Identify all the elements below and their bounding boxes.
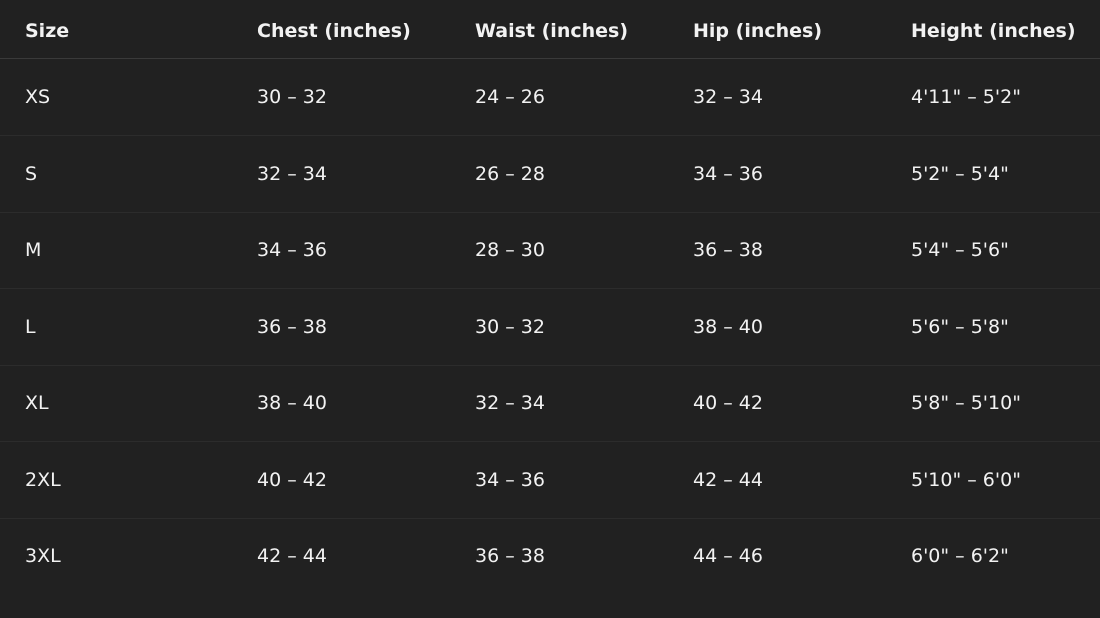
measure-cell: 34 – 36 xyxy=(693,162,763,185)
measure-cell: 4'11" – 5'2" xyxy=(911,86,1021,108)
row-rule xyxy=(0,135,1100,136)
size-cell: XS xyxy=(25,86,51,108)
row-rule xyxy=(0,288,1100,289)
size-cell: L xyxy=(25,315,36,338)
measure-cell: 5'4" – 5'6" xyxy=(911,239,1009,261)
header-rule xyxy=(0,58,1100,59)
measure-cell: 40 – 42 xyxy=(257,468,327,491)
header-cell: Size xyxy=(25,20,70,42)
measure-cell: 28 – 30 xyxy=(475,239,545,261)
row-rule xyxy=(0,441,1100,442)
measure-cell: 42 – 44 xyxy=(693,468,763,491)
measure-cell: 38 – 40 xyxy=(693,315,763,338)
measure-cell: 32 – 34 xyxy=(475,392,545,414)
size-cell: S xyxy=(25,162,38,185)
size-cell: 3XL xyxy=(25,545,61,567)
header-cell: Chest (inches) xyxy=(257,20,411,42)
measure-cell: 44 – 46 xyxy=(693,545,763,567)
measure-cell: 36 – 38 xyxy=(257,315,327,338)
measure-cell: 34 – 36 xyxy=(475,468,545,491)
measure-cell: 42 – 44 xyxy=(257,545,327,567)
header-cell: Height (inches) xyxy=(911,20,1076,42)
measure-cell: 24 – 26 xyxy=(475,86,545,108)
measure-cell: 5'8" – 5'10" xyxy=(911,392,1021,414)
header-cell: Hip (inches) xyxy=(693,20,823,42)
header-cell: Waist (inches) xyxy=(475,20,629,42)
measure-cell: 32 – 34 xyxy=(693,86,763,108)
row-rule xyxy=(0,365,1100,366)
measure-cell: 34 – 36 xyxy=(257,239,327,261)
measure-cell: 32 – 34 xyxy=(257,162,327,185)
measure-cell: 30 – 32 xyxy=(257,86,327,108)
measure-cell: 36 – 38 xyxy=(693,239,763,261)
measure-cell: 6'0" – 6'2" xyxy=(911,545,1009,567)
measure-cell: 40 – 42 xyxy=(693,392,763,414)
row-rule xyxy=(0,212,1100,213)
measure-cell: 5'2" – 5'4" xyxy=(911,162,1009,185)
size-cell: 2XL xyxy=(25,468,61,491)
measure-cell: 5'6" – 5'8" xyxy=(911,315,1009,338)
measure-cell: 26 – 28 xyxy=(475,162,545,185)
measure-cell: 38 – 40 xyxy=(257,392,327,414)
size-cell: XL xyxy=(25,392,49,414)
measure-cell: 30 – 32 xyxy=(475,315,545,338)
size-cell: M xyxy=(25,239,42,261)
measure-cell: 36 – 38 xyxy=(475,545,545,567)
row-rule xyxy=(0,518,1100,519)
measure-cell: 5'10" – 6'0" xyxy=(911,468,1021,491)
